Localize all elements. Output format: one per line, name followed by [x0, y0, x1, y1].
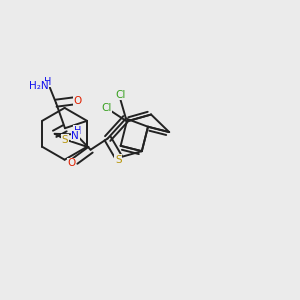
Text: H: H	[44, 77, 51, 87]
Text: O: O	[74, 96, 82, 106]
Text: S: S	[115, 155, 122, 165]
Text: Cl: Cl	[101, 103, 112, 113]
Text: Cl: Cl	[116, 90, 126, 100]
Text: H₂N: H₂N	[29, 81, 48, 92]
Text: S: S	[62, 135, 68, 145]
Text: H: H	[74, 126, 81, 136]
Text: O: O	[68, 158, 76, 168]
Text: N: N	[71, 131, 79, 141]
